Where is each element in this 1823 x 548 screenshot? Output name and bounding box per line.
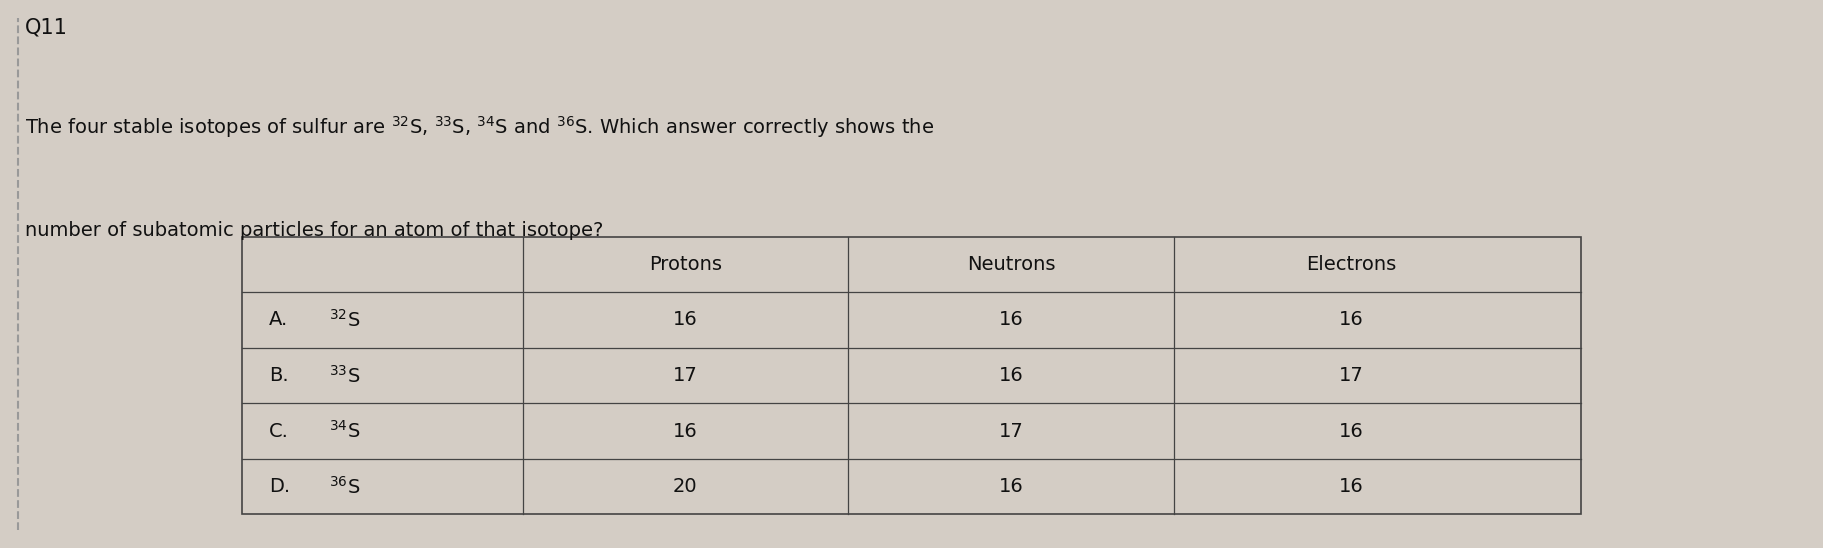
Text: 16: 16 (1338, 477, 1364, 496)
Text: 16: 16 (1338, 310, 1364, 329)
Text: 16: 16 (999, 477, 1023, 496)
Text: B.: B. (270, 366, 288, 385)
Text: 16: 16 (673, 310, 698, 329)
Text: $^{34}$S: $^{34}$S (328, 420, 361, 442)
Text: The four stable isotopes of sulfur are $^{32}$S, $^{33}$S, $^{34}$S and $^{36}$S: The four stable isotopes of sulfur are $… (26, 114, 933, 140)
Text: 20: 20 (673, 477, 698, 496)
Text: 17: 17 (999, 421, 1023, 441)
Text: Protons: Protons (649, 255, 722, 274)
Text: A.: A. (270, 310, 288, 329)
Text: Electrons: Electrons (1305, 255, 1396, 274)
Text: 17: 17 (1338, 366, 1364, 385)
Text: 16: 16 (673, 421, 698, 441)
Text: 16: 16 (999, 310, 1023, 329)
Text: Neutrons: Neutrons (966, 255, 1056, 274)
Text: 16: 16 (999, 366, 1023, 385)
Text: 16: 16 (1338, 421, 1364, 441)
Text: number of subatomic particles for an atom of that isotope?: number of subatomic particles for an ato… (26, 221, 603, 239)
Text: $^{32}$S: $^{32}$S (328, 309, 361, 331)
Text: C.: C. (270, 421, 290, 441)
Text: 17: 17 (673, 366, 698, 385)
Text: D.: D. (270, 477, 290, 496)
Text: Q11: Q11 (26, 18, 67, 38)
Text: $^{36}$S: $^{36}$S (328, 476, 361, 498)
Text: $^{33}$S: $^{33}$S (328, 364, 361, 386)
